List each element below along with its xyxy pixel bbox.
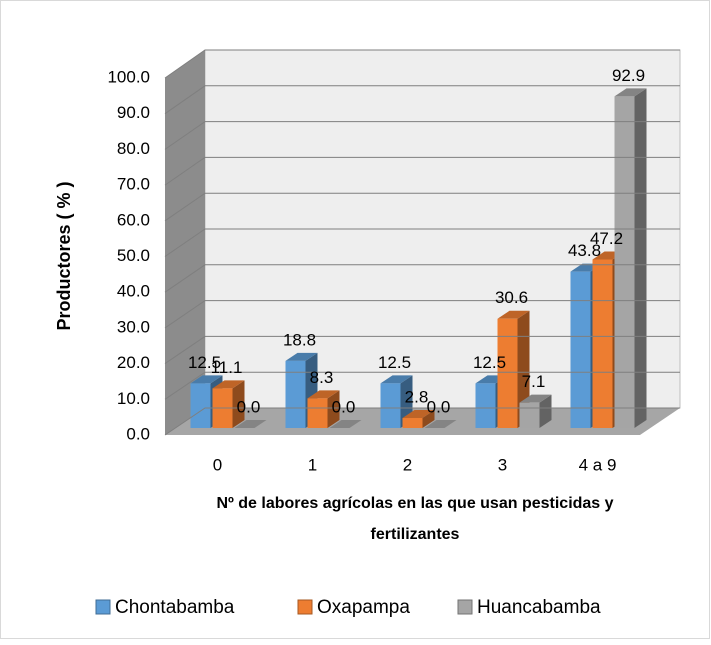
y-tick-label: 30.0: [117, 317, 150, 336]
bar: [402, 410, 435, 428]
data-label: 8.3: [310, 368, 334, 387]
x-tick-label: 0: [213, 455, 222, 474]
y-tick-label: 100.0: [107, 67, 150, 86]
bar-side: [232, 380, 245, 428]
bar-top: [307, 390, 340, 399]
bar-front: [190, 383, 211, 428]
bar-front: [497, 318, 518, 428]
plot: [190, 88, 647, 429]
data-label: 18.8: [283, 330, 316, 349]
data-label: 2.8: [405, 387, 429, 406]
y-tick-label: 50.0: [117, 246, 150, 265]
legend-label: Huancabamba: [477, 597, 601, 618]
grid-line: [164, 335, 680, 365]
data-label: 12.5: [378, 353, 411, 372]
bar: [329, 420, 362, 428]
grid-line: [164, 300, 680, 329]
data-label: 7.1: [522, 372, 546, 391]
bar-front: [519, 402, 540, 428]
y-tick-label: 10.0: [117, 389, 150, 408]
bar-top: [424, 420, 457, 428]
x-axis-title: Nº de labores agrícolas en las que usan …: [216, 495, 613, 543]
data-label: 0.0: [237, 397, 261, 416]
legend-label: Oxapampa: [317, 597, 410, 618]
grid-line: [164, 192, 680, 222]
y-tick-label: 20.0: [117, 353, 150, 372]
bar-side: [539, 394, 552, 428]
bar-front: [592, 259, 613, 428]
y-axis-title: Productores ( % ): [54, 181, 74, 330]
y-tick-label: 90.0: [117, 103, 150, 122]
legend-swatch: [297, 599, 313, 615]
bar-top: [402, 410, 435, 419]
bar-top: [497, 310, 530, 319]
bar-top: [519, 394, 552, 403]
bar-front: [285, 360, 306, 428]
bar-side: [422, 410, 435, 428]
x-tick-label: 4 a 9: [579, 455, 617, 474]
bar: [519, 394, 552, 428]
data-label: 47.2: [590, 229, 623, 248]
x-tick-label: 3: [498, 455, 507, 474]
grid-line: [164, 49, 680, 79]
y-tick-label: 80.0: [117, 139, 150, 158]
bar-front: [475, 383, 496, 428]
bar: [234, 420, 267, 428]
legend-swatch: [95, 599, 111, 615]
y-tick-label: 40.0: [117, 282, 150, 301]
y-tick-label: 60.0: [117, 210, 150, 229]
grid-line: [164, 121, 680, 150]
bar: [424, 420, 457, 428]
x-tick-label: 2: [403, 455, 412, 474]
legend-label: Chontabamba: [115, 597, 235, 618]
bar: [614, 88, 647, 429]
bar-top: [234, 420, 267, 428]
grid-line: [164, 407, 680, 436]
bar-top: [614, 88, 647, 97]
bar: [380, 375, 413, 428]
bar-front: [380, 383, 401, 428]
bar-top: [190, 375, 223, 384]
data-label: 30.6: [495, 288, 528, 307]
y-tick-label: 0.0: [126, 424, 150, 443]
bar-top: [212, 380, 245, 389]
bar: [307, 390, 340, 428]
bar-top: [329, 420, 362, 428]
bar-front: [402, 418, 423, 428]
bar-front: [570, 271, 591, 428]
grid-line: [164, 264, 680, 293]
data-label: 92.9: [612, 66, 645, 85]
x-tick-label: 1: [308, 455, 317, 474]
legend-swatch: [457, 599, 473, 615]
grid-line: [164, 85, 680, 115]
data-label: 12.5: [473, 353, 506, 372]
bar-side: [634, 88, 647, 429]
bar-top: [285, 352, 318, 361]
data-label: 43.8: [568, 241, 601, 260]
data-label: 12.5: [188, 353, 221, 372]
data-label: 11.1: [211, 358, 243, 377]
bar-front: [307, 398, 328, 428]
grid-line: [164, 156, 680, 186]
bar-front: [614, 96, 635, 429]
bar-side: [327, 390, 340, 428]
bar-top: [380, 375, 413, 384]
grid-line: [164, 371, 680, 400]
grid-line: [164, 228, 680, 257]
y-tick-label: 70.0: [117, 175, 150, 194]
data-label: 0.0: [427, 397, 451, 416]
data-label: 0.0: [332, 397, 356, 416]
